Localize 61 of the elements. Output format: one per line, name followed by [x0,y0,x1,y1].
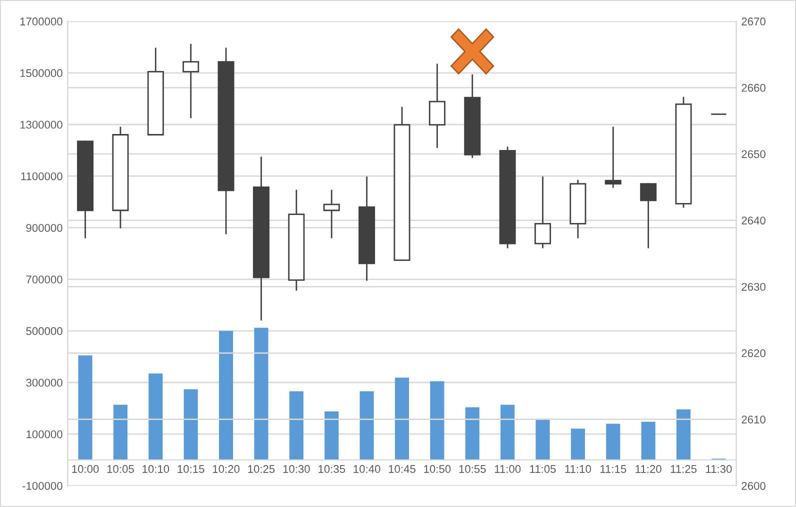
bar [500,404,515,460]
x-tick-label: 11:00 [494,465,521,473]
bar [254,328,268,460]
y2-tick-label: 2660 [742,84,766,92]
bar [184,389,198,460]
y-tick-label: 1100000 [21,172,62,180]
x-tick-label: 11:20 [636,465,662,473]
bar [360,391,374,460]
bar [394,378,410,460]
x-tick-label: 10:50 [424,465,451,473]
y2-tick-label: 2600 [742,482,766,490]
bar [606,424,620,460]
candlestick [604,126,622,188]
x-tick-label: 11:15 [600,465,626,473]
bar [536,418,550,460]
bar [148,373,163,460]
x-tick-label: 10:05 [107,465,134,473]
y-tick-label: 100000 [26,430,62,438]
bar [218,330,234,460]
x-tick-label: 10:00 [72,465,99,473]
y2-tick-label: 2620 [742,349,766,358]
y-tick-label: 1700000 [20,18,62,26]
y-tick-label: 900000 [26,224,62,232]
bar [78,355,92,460]
y2-tick-label: 2670 [742,18,766,26]
y2-tick-label: 2640 [742,216,766,224]
y2-tick-label: 2610 [742,416,766,424]
x-tick-label: 10:40 [354,465,380,473]
x-tick-label: 10:45 [388,465,416,473]
bar [289,391,304,460]
x-tick-label: 10:55 [459,465,486,473]
x-tick-label: 10:15 [178,465,204,473]
bar [465,407,480,460]
x-tick-label: 11:10 [565,465,591,473]
y-tick-label: 500000 [26,327,62,336]
x-tick-label: 10:30 [283,465,310,473]
y-tick-label: 300000 [26,378,62,387]
bar [676,409,691,460]
candlestick [323,190,340,238]
x-tick-label: 10:35 [318,465,346,473]
bar [113,404,128,460]
bar [570,428,585,460]
y-tick-label: -100000 [22,482,62,490]
candlestick [534,176,552,248]
candlestick [640,183,657,248]
x-tick-label: 11:30 [706,465,732,473]
y2-tick-label: 2630 [742,282,766,291]
x-tick-label: 10:10 [142,465,170,473]
candlestick [428,64,446,148]
candlestick [182,44,200,118]
y-tick-label: 1500000 [20,69,62,78]
x-tick-label: 11:05 [530,465,556,473]
y-tick-label: 1300000 [20,120,62,129]
y-tick-label: 700000 [26,276,62,284]
x-tick-label: 11:25 [670,465,697,473]
bar [430,381,444,460]
bar [641,422,656,460]
y2-tick-label: 2650 [742,150,766,158]
x-tick-label: 10:25 [248,465,275,473]
x-tick-label: 10:20 [212,465,240,473]
bar [324,411,339,460]
